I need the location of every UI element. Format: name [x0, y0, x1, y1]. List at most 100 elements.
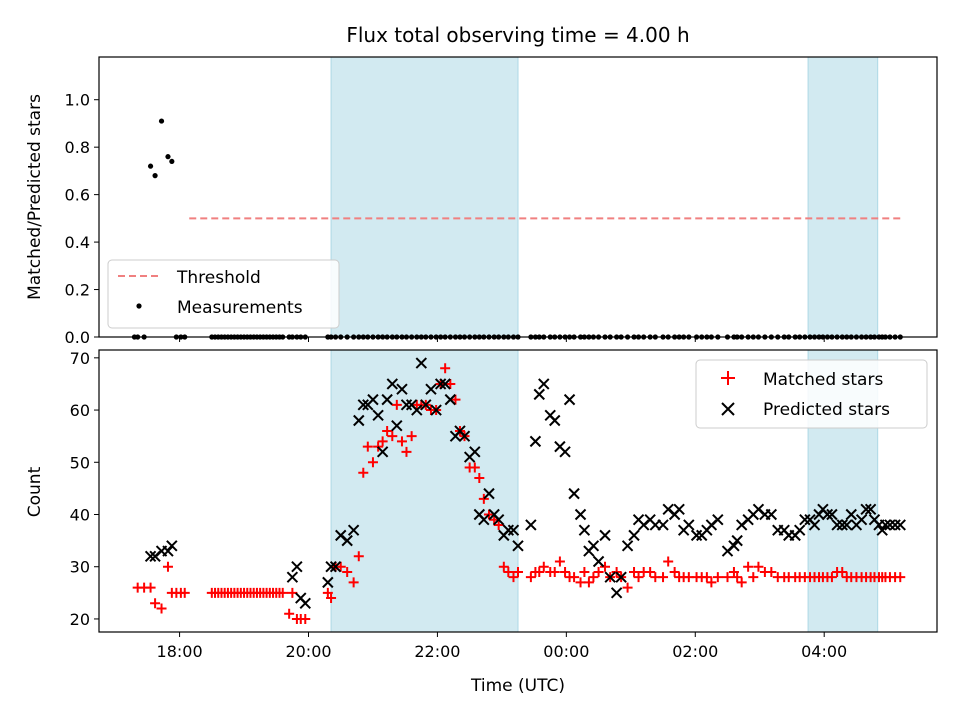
top-xtick-layer — [179, 337, 825, 342]
matched-stars-point — [387, 431, 398, 442]
matched-stars-point — [445, 378, 456, 389]
matched-stars-point — [145, 582, 156, 593]
legend-threshold-label: Threshold — [176, 268, 261, 288]
predicted-stars-point — [673, 503, 685, 515]
matched-stars-point — [569, 572, 580, 583]
predicted-stars-point — [329, 561, 342, 573]
matched-stars-point — [732, 572, 743, 583]
top-ytick-label: 0.4 — [65, 233, 90, 252]
matched-stars-point — [382, 425, 393, 436]
predicted-stars-point — [793, 524, 806, 536]
matched-stars-point — [722, 572, 733, 583]
top-ytick-label: 0.2 — [65, 281, 90, 300]
predicted-stars-point — [502, 524, 515, 536]
measurement-point — [165, 154, 171, 160]
matched-stars-point — [326, 593, 337, 604]
predicted-stars-point — [512, 540, 524, 552]
matched-stars-point — [895, 572, 906, 583]
bottom-axes-frame — [98, 349, 938, 633]
matched-stars-point — [554, 556, 565, 567]
predicted-stars-point — [322, 576, 334, 589]
predicted-stars-point — [592, 555, 605, 568]
predicted-stars-point — [347, 524, 360, 536]
predicted-stars-point — [291, 561, 303, 573]
matched-stars-point — [377, 436, 388, 447]
matched-stars-point — [474, 472, 485, 483]
predicted-stars-point — [400, 399, 413, 411]
bottom-ytick-label: 40 — [70, 506, 90, 525]
predicted-stars-point — [587, 540, 600, 552]
matched-stars-point — [629, 566, 640, 577]
predicted-stars-point — [376, 446, 389, 458]
predicted-stars-point — [420, 399, 432, 411]
predicted-stars-point — [683, 519, 695, 531]
matched-stars-point — [560, 566, 571, 577]
predicted-stars-point — [353, 414, 365, 427]
matched-stars-point — [358, 467, 369, 478]
measurement-point — [158, 118, 165, 124]
matched-stars-point — [579, 566, 590, 577]
matched-stars-point — [179, 587, 190, 598]
top-panel: 0.0 0.2 0.4 0.6 0.8 1.0 Matched/Predicted sta… — [25, 56, 938, 347]
top-ytick-label: 0.8 — [65, 138, 90, 157]
predicted-stars-point — [299, 597, 311, 609]
predicted-stars-point — [458, 430, 471, 442]
predicted-stars-point — [821, 508, 834, 521]
matched-stars-point — [362, 441, 373, 452]
predicted-stars-point — [529, 435, 542, 448]
matched-stars-point — [549, 566, 560, 577]
predicted-stars-point — [492, 514, 505, 526]
matched-stars-point — [837, 566, 848, 577]
bottom-ytick-label: 50 — [70, 453, 90, 472]
predicted-stars-point — [166, 540, 178, 552]
predicted-stars-point — [808, 519, 821, 531]
top-shaded-band-1 — [808, 57, 878, 337]
matched-stars-point — [450, 394, 461, 405]
matched-stars-point — [322, 587, 333, 598]
predicted-stars-point — [731, 534, 743, 547]
predicted-stars-point — [628, 529, 640, 542]
predicted-stars-point — [478, 514, 490, 526]
predicted-stars-point — [574, 508, 587, 521]
matched-stars-point — [663, 556, 674, 567]
bottom-xtick-label: 04:00 — [801, 642, 847, 661]
matched-stars-point — [701, 572, 712, 583]
bottom-ytick-layer: 20 30 40 50 60 70 — [70, 349, 99, 629]
predicted-stars-point — [690, 529, 703, 542]
matched-stars-point — [406, 431, 417, 442]
matched-stars-point — [483, 509, 494, 520]
bottom-legend-box — [695, 359, 928, 429]
top-ylabel: Matched/Predicted stars — [25, 94, 45, 300]
predicted-stars-point — [864, 503, 877, 515]
matched-stars-point — [300, 613, 311, 624]
matched-stars-point — [658, 572, 669, 583]
matched-stars-point — [706, 577, 717, 588]
predicted-stars-point — [855, 514, 868, 526]
predicted-stars-point — [728, 540, 740, 552]
matched-stars-point — [287, 587, 298, 598]
matched-stars-point — [583, 577, 594, 588]
predicted-stars-point — [799, 514, 811, 526]
legend-predicted-label: Predicted stars — [763, 400, 890, 420]
matched-stars-point — [162, 561, 173, 572]
matched-stars-point — [401, 446, 412, 457]
predicted-stars-point — [879, 519, 892, 531]
predicted-stars-point — [415, 357, 428, 369]
top-shaded-band-0 — [331, 57, 518, 337]
predicted-stars-point — [894, 519, 906, 531]
predicted-stars-point — [325, 561, 337, 573]
bottom-ytick-label: 60 — [70, 401, 90, 420]
predicted-stars-point — [507, 524, 520, 536]
predicted-stars-point — [578, 524, 591, 536]
predicted-stars-point — [549, 414, 561, 427]
matched-stars-point — [712, 572, 723, 583]
predicted-stars-point — [396, 383, 408, 395]
top-axes-frame — [98, 56, 938, 338]
predicted-stars-point — [559, 446, 571, 458]
matched-stars-point — [728, 566, 739, 577]
legend-matched-label: Matched stars — [763, 370, 883, 390]
legend-measurements-label: Measurements — [177, 298, 303, 318]
predicted-stars-point — [381, 393, 393, 406]
matched-stars-point — [633, 572, 644, 583]
top-ytick-label: 0.0 — [65, 328, 90, 347]
